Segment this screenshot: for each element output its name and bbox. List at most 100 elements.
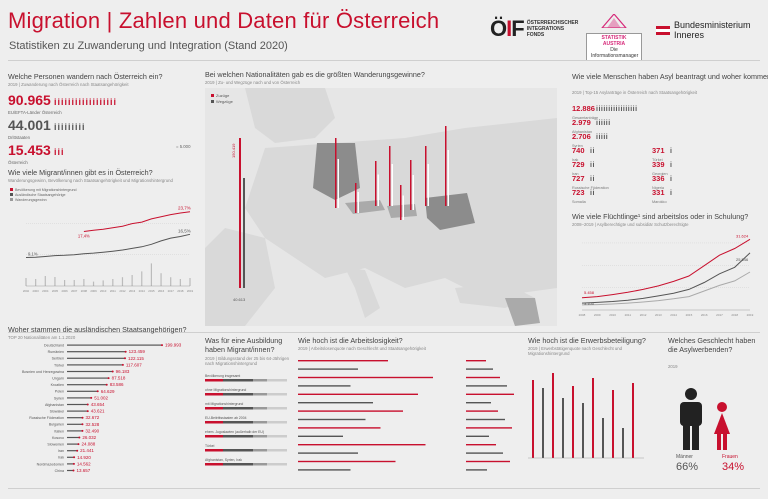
zuwanderung-value: 44.001	[8, 117, 51, 133]
ausbildung-segment	[223, 393, 253, 396]
ausbildung-segment	[205, 393, 223, 396]
zuwanderung-value: 15.453	[8, 142, 51, 158]
ausbildung-segment	[253, 421, 267, 424]
x-tick-label: 2015	[686, 313, 693, 317]
female-person-icon	[714, 402, 730, 450]
asyl-label: Syrien	[572, 144, 583, 148]
nat-bar-end	[107, 377, 110, 380]
asyl-value: 331	[652, 188, 665, 197]
map-zuzug-bar	[389, 146, 391, 206]
asyl-value: 729	[572, 160, 585, 169]
page-subtitle: Statistiken zu Zuwanderung und Integrati…	[9, 40, 288, 52]
arbeitslosigkeit-bar-right	[466, 427, 512, 429]
x-tick-label: 2014	[139, 289, 146, 293]
ausbildung-segment	[223, 463, 253, 466]
person-icons: i	[670, 176, 673, 183]
x-tick-label: 2005	[52, 289, 59, 293]
legend-swatch	[10, 188, 13, 191]
map-total-wegzug-bar	[243, 178, 245, 288]
ausbildung-segment	[223, 421, 253, 424]
person-icons: iiiiii	[596, 120, 611, 127]
zuwanderung-value: 90.965	[8, 92, 51, 108]
map-wegzug-bar	[402, 195, 404, 220]
person-icons: ii	[590, 148, 595, 155]
data-label: 3.100	[584, 301, 595, 306]
female-label: Frauen	[722, 454, 738, 460]
geschlecht-title: Welches Geschlecht haben die Asylwerbend…	[668, 336, 756, 354]
x-tick-label: 2003	[33, 289, 40, 293]
fluechtlinge-chart: 2008 2009 2010 2011 2012 2013 2014 2015 2016 2017…	[579, 233, 754, 317]
arbeitslosigkeit-bar-right	[466, 435, 489, 437]
nat-bar-end	[72, 462, 75, 465]
erwerb-bar	[542, 388, 544, 458]
category-label: Syrien	[54, 396, 64, 400]
category-label: Slowenien	[47, 443, 64, 447]
header-divider	[8, 60, 760, 61]
data-label: 25.546	[736, 257, 749, 262]
asyl-label: Georgien	[652, 172, 668, 176]
ausbildung-row-label: Afghanistan, Syrien, Irak	[205, 458, 242, 462]
map-wegzug-bar	[377, 174, 379, 206]
ausbildung-segment	[205, 407, 223, 410]
data-label: 16,5%	[178, 228, 191, 233]
zuwanderung-row: 44.001 iiiiiiiii Drittstaaten	[8, 117, 193, 140]
arbeitslosigkeit-bar	[298, 452, 358, 454]
arbeitslosigkeit-bar-right	[466, 376, 500, 379]
map-total-zuzug-bar	[239, 138, 241, 288]
staatsang-title: Woher stammen die ausländischen Staatsan…	[8, 325, 187, 334]
x-tick-label: 2011	[625, 313, 632, 317]
asyl-value: 723	[572, 188, 585, 197]
erwerb-bar	[532, 380, 534, 458]
nat-bar-end	[78, 436, 81, 439]
asyl-title: Wie viele Menschen haben Asyl beantragt …	[572, 72, 768, 81]
x-tick-label: 2010	[100, 289, 107, 293]
nat-bar-end	[121, 363, 124, 366]
asyl-row: 723 ii Somalia	[572, 182, 595, 205]
ausbildung-segment	[253, 379, 267, 382]
gain-bar	[141, 271, 143, 286]
fluechtlinge-subtitle: 2008–2019 | Asylberechtigte und subsidiä…	[572, 222, 689, 227]
map-zuzug-bar	[410, 160, 412, 210]
erwerb-bar	[572, 386, 574, 458]
asyl-row: 729 ii Iran	[572, 154, 595, 177]
arbeitslosigkeit-subtitle: 2019 | Arbeitslosenquote nach Geschlecht…	[298, 346, 426, 351]
ausbildung-row-label: Türkei	[205, 444, 215, 448]
nat-bar	[67, 436, 80, 439]
x-tick-label: 2008	[81, 289, 88, 293]
data-label: 9,1%	[28, 251, 38, 256]
map-total-wegzug-label: 40.613	[233, 297, 246, 302]
person-icons: iiiiiiiii	[54, 122, 86, 132]
map-wegzug-bar	[357, 192, 359, 213]
x-tick-label: 2009	[90, 289, 97, 293]
nat-bar-end	[86, 410, 89, 413]
asyl-value: 12.886	[572, 104, 595, 113]
footer-divider	[8, 488, 760, 489]
category-label: Afghanistan	[45, 403, 64, 407]
value-label: 24.088	[81, 442, 95, 447]
category-label: Ungarn	[52, 377, 64, 381]
nat-bar-end	[105, 383, 108, 386]
x-tick-label: 2013	[129, 289, 136, 293]
erwerb-bar	[612, 390, 614, 458]
x-tick-label: 2010	[609, 313, 616, 317]
ausbildung-segment	[253, 463, 267, 466]
asyl-value: 2.979	[572, 118, 591, 127]
nat-bar-end	[124, 357, 127, 360]
nat-bar-end	[77, 443, 80, 446]
arbeitslosigkeit-bar	[298, 368, 358, 370]
x-tick-label: 2013	[655, 313, 662, 317]
map-romania	[425, 193, 475, 230]
value-label: 96.183	[116, 369, 130, 374]
value-label: 122.115	[128, 356, 144, 361]
gain-bar	[150, 263, 153, 286]
category-label: Russische Föderation	[29, 416, 64, 420]
asyl-label: Somalia	[572, 200, 586, 204]
nat-bar-end	[90, 396, 93, 399]
legend-label: Bevölkerung mit Migrationshintergrund	[15, 188, 77, 192]
series-line	[25, 233, 191, 258]
ausbildung-segment	[223, 449, 253, 452]
nat-bar	[67, 469, 74, 472]
category-label: Iran	[58, 449, 64, 453]
ausbildung-title: Was für eine Ausbildung haben Migrant/in…	[205, 336, 283, 354]
category-label: Deutschland	[44, 344, 64, 348]
